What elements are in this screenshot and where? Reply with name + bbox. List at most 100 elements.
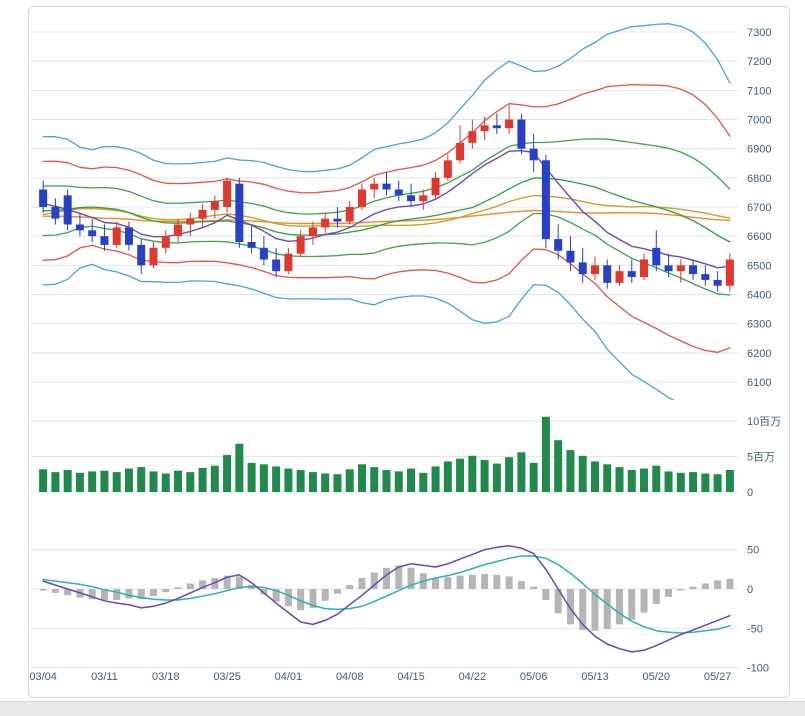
price-axis-label: 6700: [747, 202, 771, 214]
macd-histogram-bar: [346, 585, 354, 589]
price-axis-label: 6300: [747, 319, 771, 331]
candle-body: [223, 180, 232, 208]
candle-body: [541, 160, 550, 240]
volume-bar: [615, 467, 624, 492]
macd-histogram-bar: [333, 589, 341, 594]
candle-body: [431, 177, 440, 196]
candle-body: [333, 218, 342, 222]
volume-bar: [112, 472, 121, 492]
candle-body: [247, 242, 256, 248]
candle-body: [407, 195, 416, 202]
macd-histogram-bar: [542, 589, 550, 601]
candle-body: [603, 265, 612, 283]
volume-bar: [529, 462, 538, 492]
volume-bar: [382, 469, 391, 492]
macd-histogram-bar: [211, 577, 219, 589]
bollinger-upper-3sigma-line: [42, 23, 731, 173]
macd-histogram-bar: [517, 581, 525, 589]
volume-bar: [149, 471, 158, 492]
volume-bar: [603, 464, 612, 492]
candle-body: [566, 250, 575, 263]
candle-body: [112, 227, 121, 245]
bollinger-middle-line: [42, 177, 731, 243]
macd-histogram-bar: [174, 587, 182, 589]
macd-histogram-bar: [272, 589, 280, 602]
candle-body: [284, 253, 293, 272]
macd-histogram-bar: [51, 589, 59, 593]
volume-bar: [627, 469, 636, 492]
stock-chart[interactable]: 7300 7200 7100 7000 6900 6800 6700 6600 6500 6400…: [29, 7, 789, 697]
volume-bar: [272, 466, 281, 492]
macd-histogram-bar: [603, 589, 611, 630]
volume-bar: [210, 465, 219, 492]
volume-bar: [419, 472, 428, 492]
volume-bar: [541, 416, 550, 492]
volume-bar: [431, 466, 440, 492]
candle-body: [505, 119, 514, 129]
candle-body: [75, 224, 84, 231]
macd-histogram-bar: [297, 589, 305, 611]
volume-bar: [689, 472, 698, 492]
price-axis-label: 6200: [747, 348, 771, 360]
candle-body: [63, 195, 72, 225]
price-axis-label: 6900: [747, 144, 771, 156]
candle-body: [640, 259, 649, 278]
candle-body: [198, 209, 207, 219]
x-axis-label: 03/25: [213, 671, 241, 683]
candle-body: [382, 183, 391, 190]
bollinger-lower-2sigma-line: [42, 244, 731, 353]
volume-axis-label: 0: [747, 487, 753, 499]
candle-body: [725, 259, 734, 286]
macd-histogram-bar: [468, 574, 476, 589]
volume-bar: [75, 472, 84, 492]
macd-axis-label: 50: [747, 545, 759, 557]
volume-bar: [725, 469, 734, 492]
macd-histogram-bar: [125, 589, 133, 599]
volume-bar: [345, 469, 354, 492]
volume-bar: [88, 471, 97, 492]
macd-histogram-bar: [150, 589, 157, 597]
volume-bar: [443, 461, 452, 492]
candle-body: [517, 119, 526, 149]
candle-body: [529, 148, 538, 161]
volume-bar: [235, 443, 244, 492]
x-axis-label: 05/06: [520, 671, 548, 683]
price-axis-label: 7100: [747, 85, 771, 97]
macd-histogram-bar: [566, 589, 574, 625]
volume-bar: [480, 460, 489, 492]
x-axis-label: 05/13: [581, 671, 609, 683]
macd-histogram-bar: [640, 589, 648, 613]
candle-body: [186, 218, 195, 225]
x-axis-label: 03/18: [152, 671, 180, 683]
macd-histogram-bar: [162, 589, 170, 593]
candle-body: [578, 262, 587, 275]
candle-body: [492, 125, 501, 129]
candle-body: [149, 247, 158, 266]
macd-histogram-bar: [444, 577, 452, 589]
macd-signal-line: [42, 555, 731, 634]
candle-body: [357, 189, 366, 208]
price-axis-label: 7200: [747, 56, 771, 68]
volume-axis-label: 10百万: [747, 416, 781, 428]
price-axis-label: 7000: [747, 115, 771, 127]
macd-axis-label: -50: [747, 623, 763, 635]
macd-histogram-bar: [199, 580, 207, 589]
price-axis-label: 6400: [747, 290, 771, 302]
volume-bar: [456, 458, 465, 492]
volume-bar: [492, 463, 501, 492]
candle-body: [652, 247, 661, 266]
macd-histogram-bar: [113, 589, 121, 601]
macd-histogram-bar: [554, 589, 562, 614]
price-panel: [39, 23, 734, 400]
candle-body: [701, 274, 710, 280]
volume-bar: [259, 464, 268, 492]
macd-histogram-bar: [321, 589, 329, 601]
macd-histogram-bar: [677, 589, 685, 591]
candle-body: [689, 265, 698, 275]
volume-bar: [505, 457, 514, 492]
volume-bar: [284, 468, 293, 492]
candle-body: [235, 183, 244, 243]
macd-line: [42, 545, 731, 653]
mid-moving-average-line: [42, 194, 731, 228]
candle-body: [272, 259, 281, 272]
